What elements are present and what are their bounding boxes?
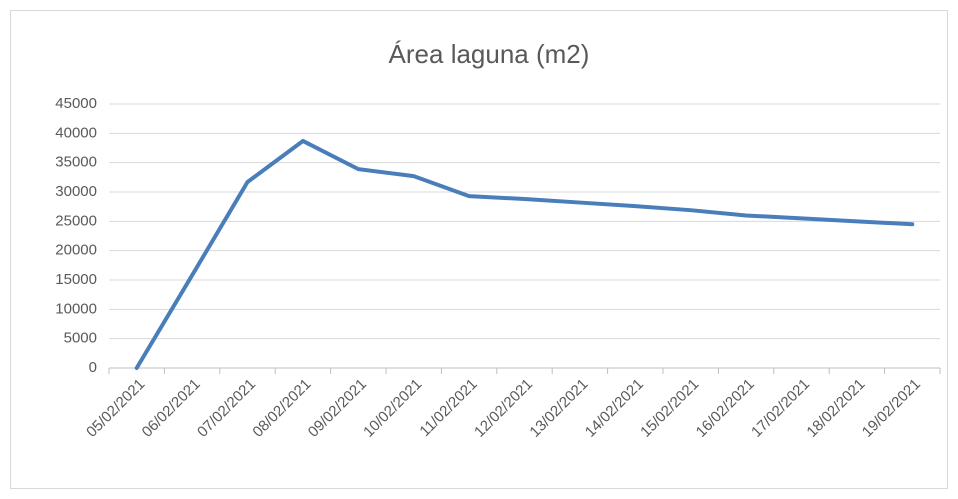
y-tick-label: 15000 (55, 271, 97, 288)
y-tick-label: 10000 (55, 300, 97, 317)
chart-border (10, 10, 948, 489)
y-tick-label: 25000 (55, 212, 97, 229)
y-tick-label: 35000 (55, 154, 97, 171)
y-tick-label: 45000 (55, 95, 97, 112)
y-tick-label: 20000 (55, 242, 97, 259)
y-tick-label: 0 (89, 359, 97, 376)
y-tick-label: 5000 (64, 330, 97, 347)
y-tick-label: 40000 (55, 124, 97, 141)
y-tick-label: 30000 (55, 183, 97, 200)
data-line (134, 138, 915, 370)
chart-title: Área laguna (m2) (389, 39, 590, 69)
